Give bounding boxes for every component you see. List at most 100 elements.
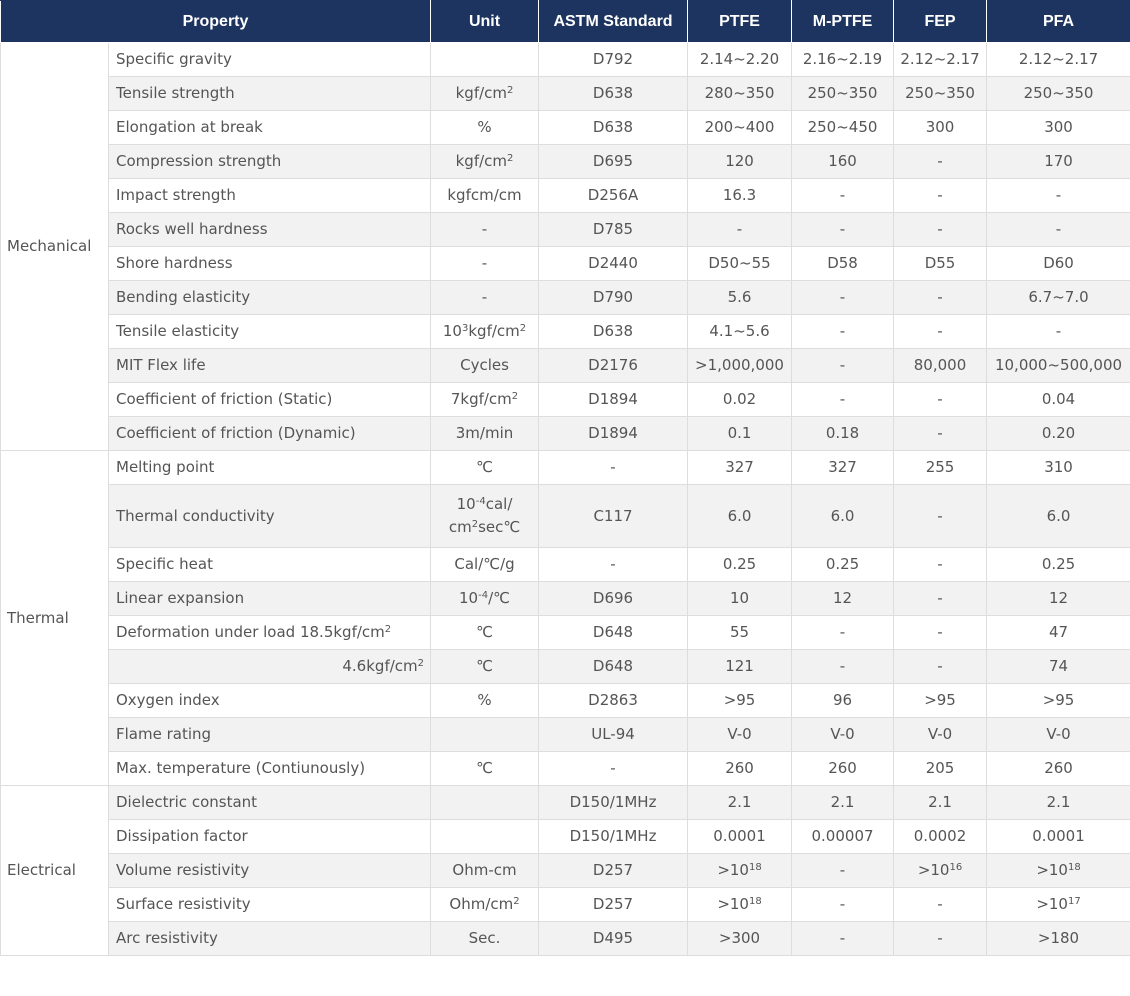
fep-cell: 2.12~2.17 xyxy=(893,42,988,77)
property-cell: Bending elasticity xyxy=(107,280,432,315)
table-row: Shore hardness - D2440 D50~55 D58 D55 D6… xyxy=(1,246,1130,281)
unit-text: kgf/cm xyxy=(455,84,508,102)
fep-cell: - xyxy=(893,615,988,650)
astm-cell: D696 xyxy=(538,581,689,616)
unit-exponent: -4 xyxy=(475,496,486,507)
properties-table: Property Unit ASTM Standard PTFE M-PTFE … xyxy=(0,0,1130,956)
property-cell: Oxygen index xyxy=(107,683,432,718)
unit-cell xyxy=(430,819,540,854)
pfa-cell: >1018 xyxy=(986,853,1130,888)
mptfe-cell: 250~450 xyxy=(791,110,895,145)
fep-cell: - xyxy=(893,178,988,213)
fep-cell: D55 xyxy=(893,246,988,281)
pfa-cell: 6.0 xyxy=(986,484,1130,548)
astm-cell: D790 xyxy=(538,280,689,315)
unit-cell: Cal/℃/g xyxy=(430,547,540,582)
unit-cell: Ohm/cm2 xyxy=(430,887,540,922)
astm-cell: D638 xyxy=(538,76,689,111)
property-cell: Elongation at break xyxy=(107,110,432,145)
table-row: MIT Flex life Cycles D2176 >1,000,000 - … xyxy=(1,348,1130,383)
unit-text: kgf/cm xyxy=(455,152,508,170)
property-cell: Deformation under load 18.5kgf/cm2 xyxy=(107,615,432,650)
header-row: Property Unit ASTM Standard PTFE M-PTFE … xyxy=(0,0,1130,43)
pfa-cell: 2.1 xyxy=(986,785,1130,820)
ptfe-cell: 2.1 xyxy=(687,785,793,820)
table-row: Specific heat Cal/℃/g - 0.25 0.25 - 0.25 xyxy=(1,547,1130,582)
mptfe-cell: 6.0 xyxy=(791,484,895,548)
pfa-cell: 47 xyxy=(986,615,1130,650)
astm-cell: D695 xyxy=(538,144,689,179)
pfa-cell: 0.04 xyxy=(986,382,1130,417)
table-row: Bending elasticity - D790 5.6 - - 6.7~7.… xyxy=(1,280,1130,315)
ptfe-cell: 2.14~2.20 xyxy=(687,42,793,77)
fep-cell: 300 xyxy=(893,110,988,145)
table-row: Tensile strength kgf/cm2 D638 280~350 25… xyxy=(1,76,1130,111)
property-cell: Volume resistivity xyxy=(107,853,432,888)
mptfe-cell: - xyxy=(791,615,895,650)
table-row: Linear expansion 10-4/℃ D696 10 12 - 12 xyxy=(1,581,1130,616)
table-row: Elongation at break % D638 200~400 250~4… xyxy=(1,110,1130,145)
mptfe-cell: - xyxy=(791,887,895,922)
ptfe-cell: V-0 xyxy=(687,717,793,752)
header-fep: FEP xyxy=(893,0,988,43)
mptfe-cell: - xyxy=(791,314,895,349)
unit-exponent: -4 xyxy=(478,590,489,601)
header-pfa: PFA xyxy=(986,0,1130,43)
group-label-thermal: Thermal xyxy=(0,450,109,786)
unit-cell: 10-4cal/cm2sec℃ xyxy=(430,484,540,548)
property-cell: Specific heat xyxy=(107,547,432,582)
unit-text: /℃ xyxy=(488,589,510,607)
astm-cell: UL-94 xyxy=(538,717,689,752)
header-ptfe: PTFE xyxy=(687,0,793,43)
table-row: Compression strength kgf/cm2 D695 120 16… xyxy=(1,144,1130,179)
mptfe-cell: 96 xyxy=(791,683,895,718)
ptfe-cell: 260 xyxy=(687,751,793,786)
unit-cell: 10-4/℃ xyxy=(430,581,540,616)
table-row: Max. temperature (Contiunously) ℃ - 260 … xyxy=(1,751,1130,786)
mptfe-cell: - xyxy=(791,853,895,888)
astm-cell: D257 xyxy=(538,887,689,922)
ptfe-cell: >300 xyxy=(687,921,793,956)
pfa-cell: 310 xyxy=(986,450,1130,485)
pfa-cell: 6.7~7.0 xyxy=(986,280,1130,315)
pfa-cell: 0.20 xyxy=(986,416,1130,451)
unit-cell: 7kgf/cm2 xyxy=(430,382,540,417)
unit-cell: Ohm-cm xyxy=(430,853,540,888)
property-cell: Max. temperature (Contiunously) xyxy=(107,751,432,786)
fep-cell: - xyxy=(893,581,988,616)
unit-exponent: 2 xyxy=(507,153,514,164)
table-row: Deformation under load 18.5kgf/cm2 ℃ D64… xyxy=(1,615,1130,650)
unit-text: 10 xyxy=(459,589,479,607)
unit-cell xyxy=(430,42,540,77)
unit-cell: % xyxy=(430,683,540,718)
fep-cell: - xyxy=(893,416,988,451)
mptfe-cell: - xyxy=(791,212,895,247)
value-exponent: 16 xyxy=(949,862,963,873)
property-cell: Arc resistivity xyxy=(107,921,432,956)
mptfe-cell: V-0 xyxy=(791,717,895,752)
pfa-cell: 170 xyxy=(986,144,1130,179)
astm-cell: D495 xyxy=(538,921,689,956)
mptfe-cell: 260 xyxy=(791,751,895,786)
mptfe-cell: 2.16~2.19 xyxy=(791,42,895,77)
unit-cell xyxy=(430,785,540,820)
mptfe-cell: - xyxy=(791,921,895,956)
mptfe-cell: 250~350 xyxy=(791,76,895,111)
ptfe-cell: 327 xyxy=(687,450,793,485)
mptfe-cell: D58 xyxy=(791,246,895,281)
fep-cell: - xyxy=(893,887,988,922)
table-row: Tensile elasticity 103kgf/cm2 D638 4.1~5… xyxy=(1,314,1130,349)
unit-cell: - xyxy=(430,280,540,315)
value-exponent: 18 xyxy=(1067,862,1081,873)
table-row: 4.6kgf/cm2 ℃ D648 121 - - 74 xyxy=(1,649,1130,684)
pfa-cell: 74 xyxy=(986,649,1130,684)
property-cell: Surface resistivity xyxy=(107,887,432,922)
property-text: 4.6kgf/cm xyxy=(342,657,418,675)
unit-cell: ℃ xyxy=(430,649,540,684)
unit-text: cal/ xyxy=(485,495,513,513)
astm-cell: D1894 xyxy=(538,382,689,417)
fep-cell: 0.0002 xyxy=(893,819,988,854)
property-cell: Tensile strength xyxy=(107,76,432,111)
unit-cell: Sec. xyxy=(430,921,540,956)
unit-text: 10 xyxy=(442,322,462,340)
